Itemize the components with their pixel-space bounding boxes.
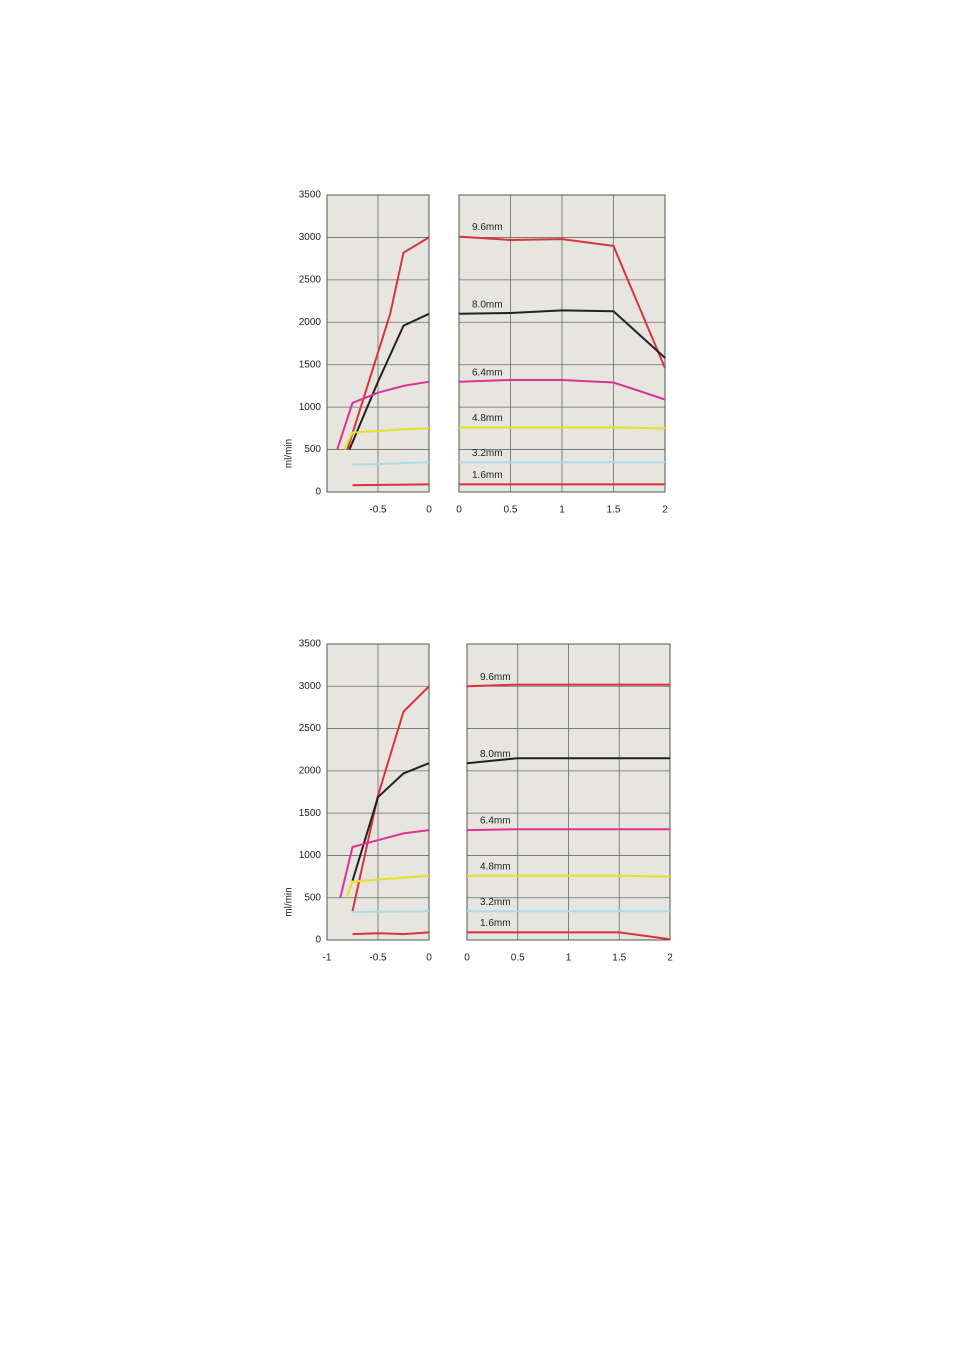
series-label: 1.6mm bbox=[472, 470, 503, 481]
y-axis-label: ml/min bbox=[284, 439, 295, 468]
y-tick-label: 0 bbox=[315, 487, 321, 498]
y-tick-label: 3000 bbox=[299, 681, 322, 692]
y-tick-label: 3500 bbox=[299, 639, 322, 650]
series-line bbox=[345, 874, 430, 899]
series-label: 4.8mm bbox=[472, 413, 503, 424]
series-line bbox=[466, 683, 670, 688]
series-label: 3.2mm bbox=[480, 897, 511, 908]
series-line bbox=[352, 910, 430, 914]
series-line bbox=[351, 685, 430, 912]
series-label: 4.8mm bbox=[480, 861, 511, 872]
series-line bbox=[467, 931, 671, 941]
series-line bbox=[352, 461, 430, 466]
x-tick-label: 1.5 bbox=[612, 953, 626, 964]
x-tick-label: 0 bbox=[426, 953, 432, 964]
series-line bbox=[348, 312, 430, 450]
y-tick-label: 2500 bbox=[299, 723, 322, 734]
series-line bbox=[352, 483, 430, 487]
x-tick-label: 0.5 bbox=[504, 505, 518, 516]
x-tick-label: 0 bbox=[426, 505, 432, 516]
series-line bbox=[458, 309, 666, 359]
series-label: 9.6mm bbox=[472, 222, 503, 233]
series-line bbox=[351, 762, 430, 882]
x-tick-label: 0.5 bbox=[511, 953, 525, 964]
series-line bbox=[346, 236, 430, 450]
x-tick-label: 1 bbox=[566, 953, 572, 964]
x-tick-label: -0.5 bbox=[369, 505, 387, 516]
series-line bbox=[352, 931, 430, 936]
series-label: 6.4mm bbox=[472, 367, 503, 378]
y-tick-label: 1500 bbox=[299, 808, 322, 819]
x-tick-label: 2 bbox=[667, 953, 673, 964]
plot-frame bbox=[326, 194, 430, 493]
y-axis-label: ml/min bbox=[284, 887, 295, 916]
series-line bbox=[336, 380, 430, 450]
y-tick-label: 1000 bbox=[299, 850, 322, 861]
y-tick-label: 500 bbox=[304, 892, 321, 903]
series-label: 8.0mm bbox=[472, 299, 503, 310]
x-tick-label: 0 bbox=[456, 505, 462, 516]
y-tick-label: 0 bbox=[315, 935, 321, 946]
series-label: 1.6mm bbox=[480, 918, 511, 929]
y-tick-label: 1500 bbox=[299, 359, 322, 370]
y-tick-label: 3500 bbox=[299, 190, 322, 201]
plot-frame bbox=[466, 643, 671, 941]
series-label: 8.0mm bbox=[480, 749, 511, 760]
x-tick-label: 0 bbox=[464, 953, 470, 964]
series-line bbox=[467, 874, 671, 878]
series-line bbox=[459, 426, 666, 430]
x-tick-label: 2 bbox=[662, 505, 668, 516]
series-line bbox=[466, 828, 670, 832]
plot-frame bbox=[326, 643, 430, 941]
series-label: 3.2mm bbox=[472, 448, 503, 459]
y-tick-label: 1000 bbox=[299, 402, 322, 413]
y-tick-label: 2000 bbox=[299, 317, 322, 328]
series-line bbox=[339, 829, 430, 898]
x-tick-label: -1 bbox=[323, 953, 332, 964]
series-label: 6.4mm bbox=[480, 816, 511, 827]
y-tick-label: 500 bbox=[304, 444, 321, 455]
series-line bbox=[458, 235, 666, 369]
y-tick-label: 3000 bbox=[299, 232, 322, 243]
series-line bbox=[466, 757, 670, 765]
series-label: 9.6mm bbox=[480, 672, 511, 683]
y-tick-label: 2500 bbox=[299, 274, 322, 285]
y-tick-label: 2000 bbox=[299, 765, 322, 776]
x-tick-label: 1 bbox=[559, 505, 565, 516]
series-line bbox=[343, 427, 430, 451]
x-tick-label: -0.5 bbox=[369, 953, 387, 964]
x-tick-label: 1.5 bbox=[607, 505, 621, 516]
plot-frame bbox=[458, 194, 666, 493]
series-line bbox=[458, 379, 666, 401]
